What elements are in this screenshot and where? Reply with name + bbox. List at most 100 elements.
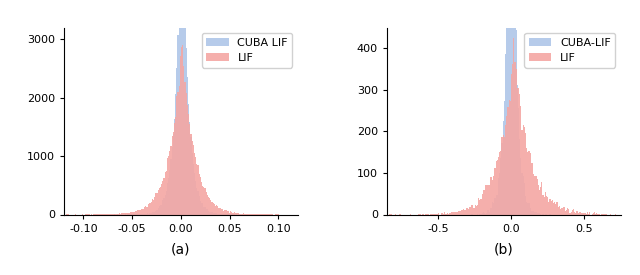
Bar bbox=[166, 191, 167, 214]
Bar bbox=[201, 203, 202, 214]
Bar bbox=[468, 207, 470, 214]
Bar bbox=[156, 193, 157, 214]
Bar bbox=[423, 214, 424, 215]
Bar bbox=[522, 176, 524, 214]
Bar bbox=[205, 209, 207, 214]
Bar bbox=[561, 208, 563, 215]
Bar bbox=[515, 62, 516, 214]
Bar bbox=[478, 198, 479, 215]
Bar bbox=[191, 141, 193, 214]
Bar bbox=[209, 199, 210, 214]
Bar bbox=[515, 2, 516, 214]
Bar bbox=[193, 145, 194, 214]
Bar bbox=[538, 213, 539, 214]
Bar bbox=[210, 200, 211, 214]
Bar bbox=[180, 56, 181, 215]
Bar bbox=[451, 211, 452, 214]
Bar bbox=[163, 178, 164, 214]
Bar bbox=[500, 150, 502, 214]
Bar bbox=[208, 211, 209, 214]
Bar bbox=[438, 213, 440, 214]
Bar bbox=[553, 203, 554, 214]
Bar bbox=[224, 210, 225, 214]
Bar bbox=[172, 147, 173, 214]
Bar bbox=[138, 210, 139, 214]
Bar bbox=[559, 206, 560, 214]
Bar bbox=[605, 214, 607, 215]
Bar bbox=[560, 209, 561, 214]
Bar bbox=[444, 212, 445, 214]
Bar bbox=[513, 0, 515, 214]
Bar bbox=[531, 211, 532, 215]
Bar bbox=[109, 214, 111, 215]
Bar bbox=[527, 203, 529, 214]
Bar bbox=[170, 146, 172, 214]
Bar bbox=[119, 213, 120, 214]
Bar bbox=[118, 214, 119, 215]
Bar bbox=[134, 212, 135, 214]
Bar bbox=[212, 203, 214, 214]
Bar bbox=[574, 212, 575, 214]
Bar bbox=[584, 213, 586, 214]
Bar bbox=[238, 213, 239, 214]
Bar bbox=[567, 208, 568, 214]
Bar bbox=[186, 48, 187, 215]
Bar bbox=[488, 212, 490, 214]
Bar bbox=[604, 214, 605, 215]
Bar bbox=[113, 214, 115, 215]
Bar bbox=[433, 214, 434, 215]
Bar bbox=[529, 208, 531, 214]
Bar bbox=[135, 211, 136, 215]
Bar bbox=[534, 176, 536, 214]
Bar bbox=[490, 177, 491, 214]
Bar bbox=[410, 214, 412, 215]
Bar bbox=[161, 205, 163, 214]
Bar bbox=[166, 171, 167, 215]
Bar bbox=[197, 191, 198, 214]
Bar bbox=[461, 210, 463, 215]
Bar bbox=[457, 211, 458, 214]
Bar bbox=[581, 213, 582, 214]
Bar bbox=[475, 205, 476, 214]
Bar bbox=[236, 213, 237, 215]
Bar bbox=[228, 211, 229, 215]
Bar bbox=[541, 182, 543, 214]
Bar bbox=[160, 187, 161, 214]
Bar bbox=[525, 133, 526, 214]
Bar bbox=[520, 106, 522, 214]
Bar bbox=[389, 214, 390, 215]
Bar bbox=[188, 103, 189, 214]
Bar bbox=[488, 185, 490, 215]
Bar bbox=[142, 214, 143, 215]
Bar bbox=[597, 214, 598, 215]
Bar bbox=[222, 209, 223, 214]
Bar bbox=[227, 211, 228, 215]
Bar bbox=[518, 108, 519, 214]
Bar bbox=[467, 208, 468, 215]
Bar bbox=[191, 153, 193, 214]
Bar bbox=[492, 202, 493, 214]
Bar bbox=[449, 213, 450, 214]
Bar bbox=[181, 0, 182, 214]
Bar bbox=[175, 94, 176, 214]
Bar bbox=[536, 179, 538, 214]
Bar bbox=[573, 209, 574, 214]
Bar bbox=[545, 214, 546, 215]
Bar bbox=[543, 197, 545, 214]
Bar bbox=[145, 206, 146, 214]
Bar bbox=[154, 197, 156, 214]
Bar bbox=[471, 214, 472, 215]
Bar bbox=[189, 124, 190, 214]
Bar bbox=[472, 214, 474, 215]
Bar bbox=[534, 212, 536, 214]
Bar bbox=[395, 214, 396, 215]
Bar bbox=[582, 213, 584, 214]
Bar bbox=[248, 214, 249, 215]
Bar bbox=[179, 0, 180, 214]
Bar bbox=[187, 77, 188, 214]
Bar bbox=[115, 214, 116, 215]
Bar bbox=[532, 163, 533, 214]
Bar bbox=[464, 210, 465, 215]
Bar bbox=[237, 213, 238, 214]
Bar bbox=[157, 208, 159, 214]
